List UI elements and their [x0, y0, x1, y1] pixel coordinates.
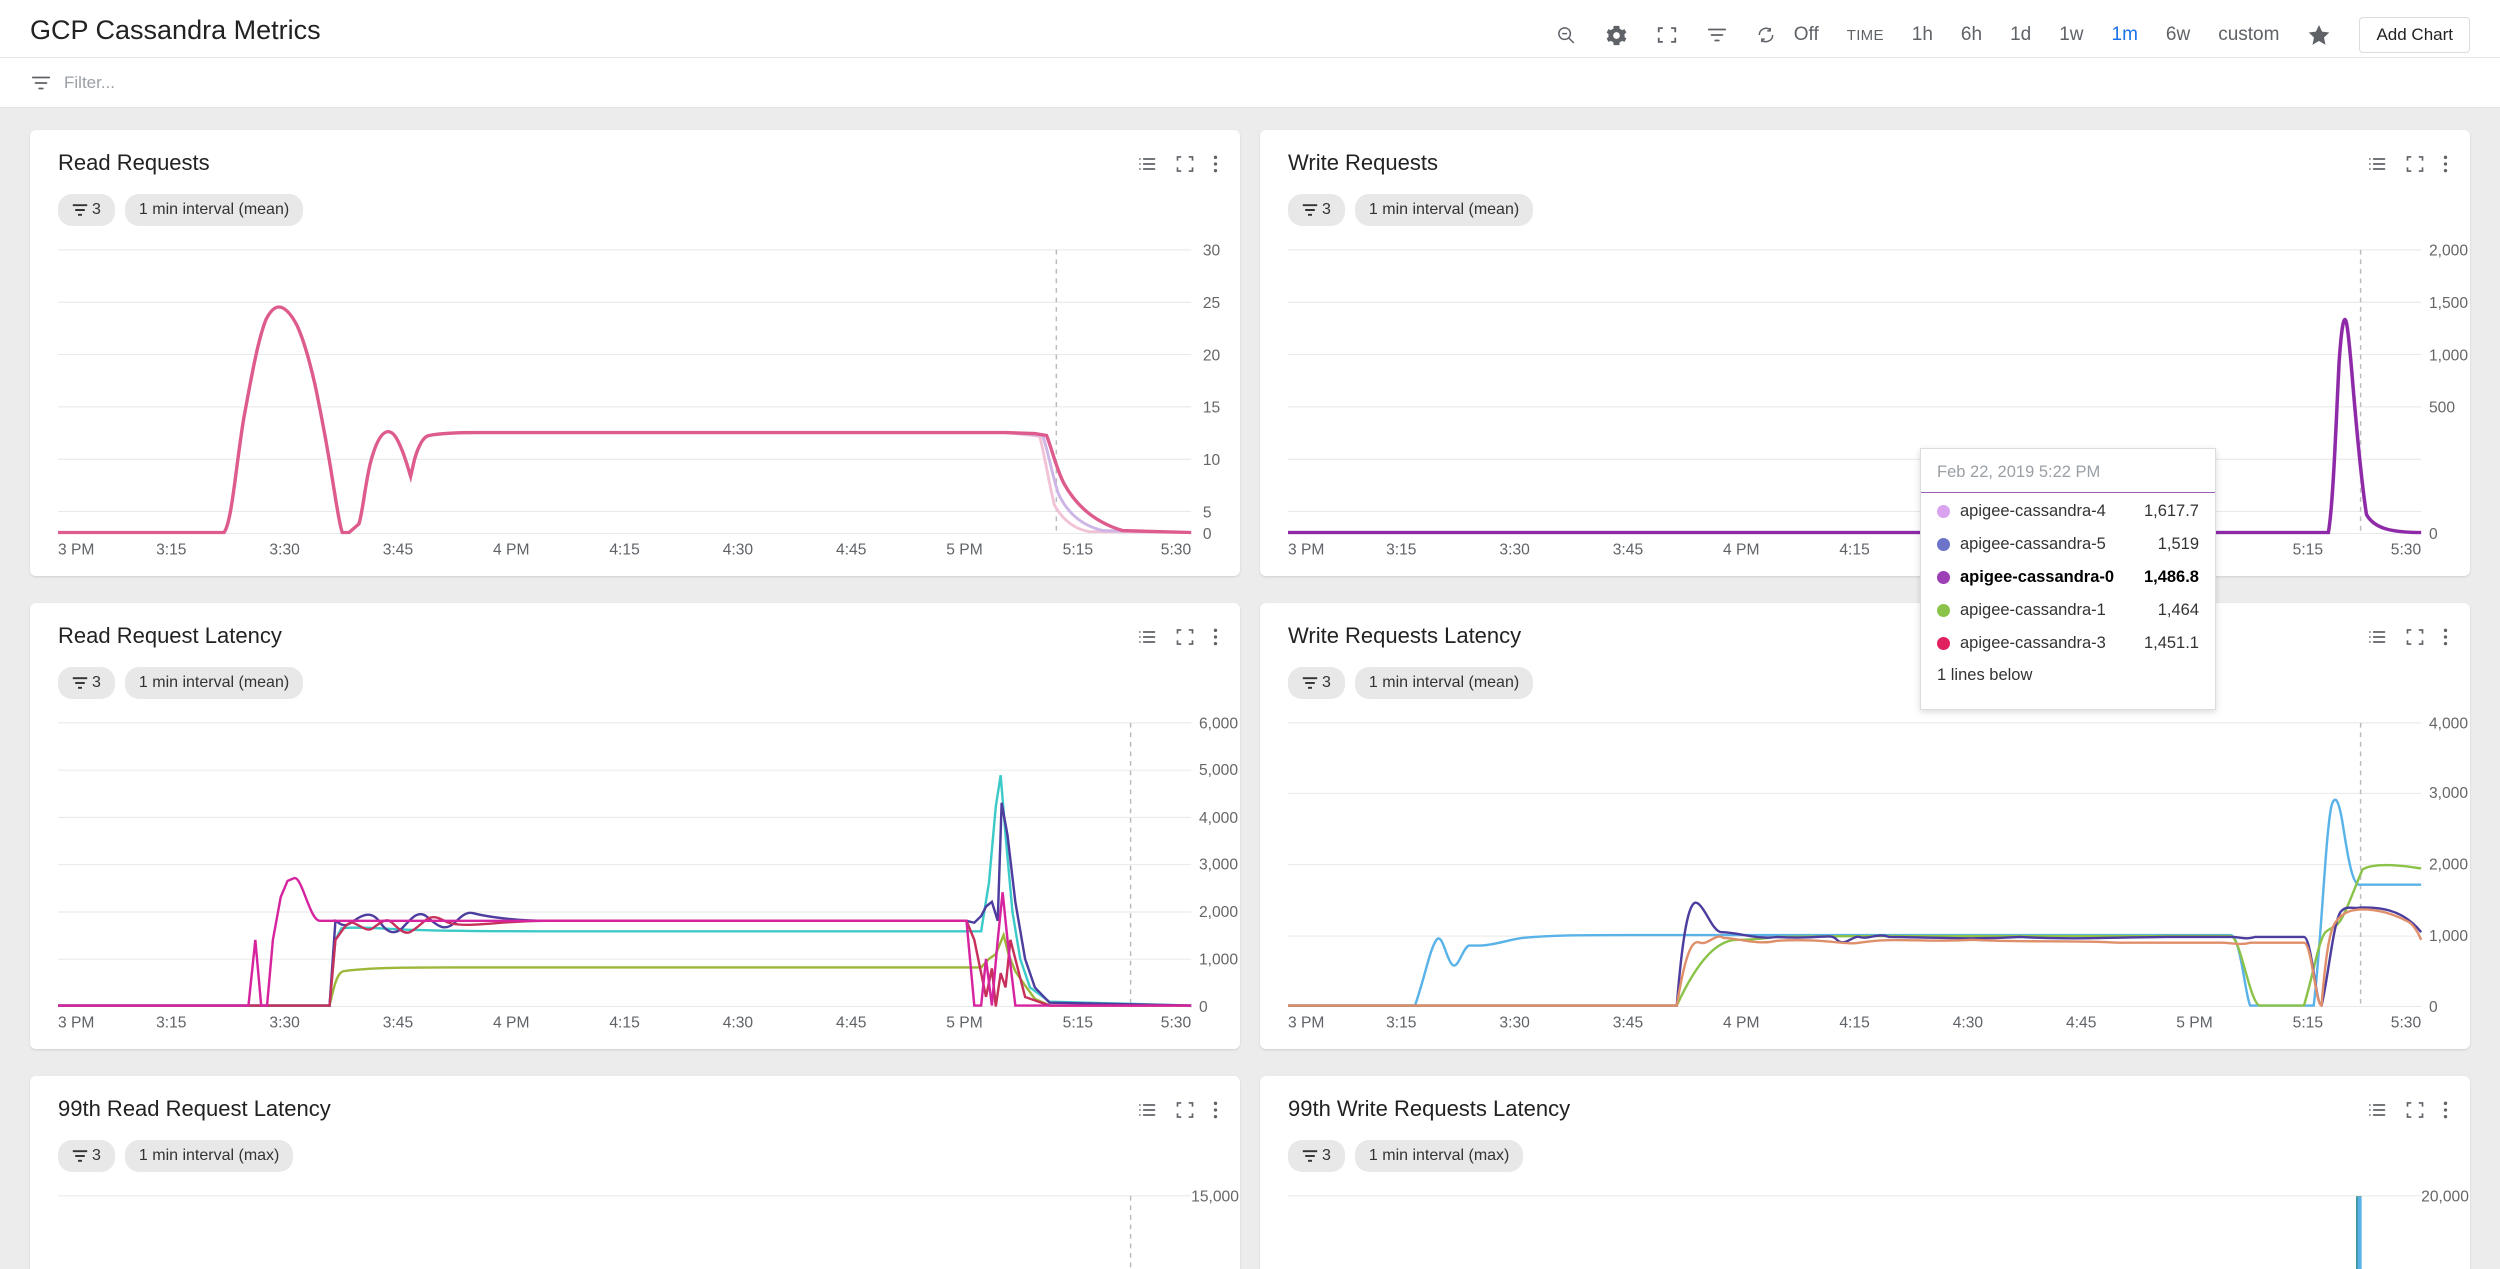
- svg-text:4 PM: 4 PM: [493, 542, 529, 559]
- svg-text:5:15: 5:15: [1063, 1015, 1093, 1032]
- svg-text:6,000: 6,000: [1199, 716, 1238, 733]
- svg-text:5:15: 5:15: [1063, 542, 1093, 559]
- svg-text:3:15: 3:15: [1386, 542, 1416, 559]
- svg-text:3:45: 3:45: [383, 1015, 413, 1032]
- svg-text:4 PM: 4 PM: [493, 1015, 529, 1032]
- svg-text:3,000: 3,000: [2429, 785, 2468, 802]
- svg-text:3:45: 3:45: [383, 542, 413, 559]
- svg-text:0: 0: [2429, 526, 2438, 543]
- svg-text:3,000: 3,000: [1199, 857, 1238, 874]
- svg-text:4:45: 4:45: [836, 542, 866, 559]
- svg-text:4:45: 4:45: [2066, 1015, 2096, 1032]
- svg-text:3 PM: 3 PM: [58, 542, 94, 559]
- svg-text:5: 5: [1203, 504, 1212, 521]
- svg-text:3 PM: 3 PM: [1288, 542, 1324, 559]
- svg-text:5 PM: 5 PM: [946, 1015, 982, 1032]
- svg-text:10: 10: [1203, 452, 1220, 469]
- svg-text:5 PM: 5 PM: [2176, 1015, 2212, 1032]
- svg-text:4:15: 4:15: [1839, 1015, 1869, 1032]
- svg-text:5:30: 5:30: [1161, 542, 1191, 559]
- svg-text:5:15: 5:15: [2293, 1015, 2323, 1032]
- svg-text:4:30: 4:30: [723, 1015, 753, 1032]
- svg-text:5:15: 5:15: [2293, 542, 2323, 559]
- svg-text:4:15: 4:15: [609, 542, 639, 559]
- svg-text:5:30: 5:30: [2391, 1015, 2421, 1032]
- svg-text:4,000: 4,000: [2429, 716, 2468, 733]
- svg-text:3:30: 3:30: [269, 1015, 299, 1032]
- svg-text:4:15: 4:15: [609, 1015, 639, 1032]
- svg-text:0: 0: [1203, 526, 1212, 543]
- svg-text:1,500: 1,500: [2429, 295, 2468, 312]
- svg-text:4:15: 4:15: [1839, 542, 1869, 559]
- svg-text:3:15: 3:15: [156, 1015, 186, 1032]
- svg-text:3:45: 3:45: [1613, 542, 1643, 559]
- svg-text:1,000: 1,000: [2429, 347, 2468, 364]
- svg-text:5,000: 5,000: [1199, 762, 1238, 779]
- svg-text:2,000: 2,000: [2429, 243, 2468, 260]
- svg-text:4 PM: 4 PM: [1723, 542, 1759, 559]
- svg-text:5:30: 5:30: [2391, 542, 2421, 559]
- svg-text:4 PM: 4 PM: [1723, 1015, 1759, 1032]
- svg-text:5 PM: 5 PM: [946, 542, 982, 559]
- svg-text:4:30: 4:30: [723, 542, 753, 559]
- svg-text:1,000: 1,000: [1199, 952, 1238, 969]
- svg-text:4,000: 4,000: [1199, 810, 1238, 827]
- svg-text:0: 0: [2429, 999, 2438, 1016]
- svg-text:3 PM: 3 PM: [1288, 1015, 1324, 1032]
- svg-text:20,000: 20,000: [2421, 1189, 2469, 1206]
- svg-text:3:45: 3:45: [1613, 1015, 1643, 1032]
- svg-text:500: 500: [2429, 400, 2455, 417]
- svg-text:5:30: 5:30: [1161, 1015, 1191, 1032]
- svg-text:2,000: 2,000: [1199, 904, 1238, 921]
- svg-text:4:30: 4:30: [1953, 1015, 1983, 1032]
- svg-text:1,000: 1,000: [2429, 928, 2468, 945]
- svg-text:30: 30: [1203, 243, 1220, 260]
- svg-text:15,000: 15,000: [1191, 1189, 1239, 1206]
- svg-text:3 PM: 3 PM: [58, 1015, 94, 1032]
- svg-text:4:45: 4:45: [836, 1015, 866, 1032]
- svg-text:25: 25: [1203, 295, 1220, 312]
- svg-text:2,000: 2,000: [2429, 857, 2468, 874]
- svg-text:15: 15: [1203, 400, 1220, 417]
- svg-text:3:30: 3:30: [1499, 1015, 1529, 1032]
- svg-text:3:15: 3:15: [1386, 1015, 1416, 1032]
- svg-text:20: 20: [1203, 347, 1220, 364]
- svg-text:0: 0: [1199, 999, 1208, 1016]
- svg-text:3:30: 3:30: [1499, 542, 1529, 559]
- svg-text:3:30: 3:30: [269, 542, 299, 559]
- svg-text:3:15: 3:15: [156, 542, 186, 559]
